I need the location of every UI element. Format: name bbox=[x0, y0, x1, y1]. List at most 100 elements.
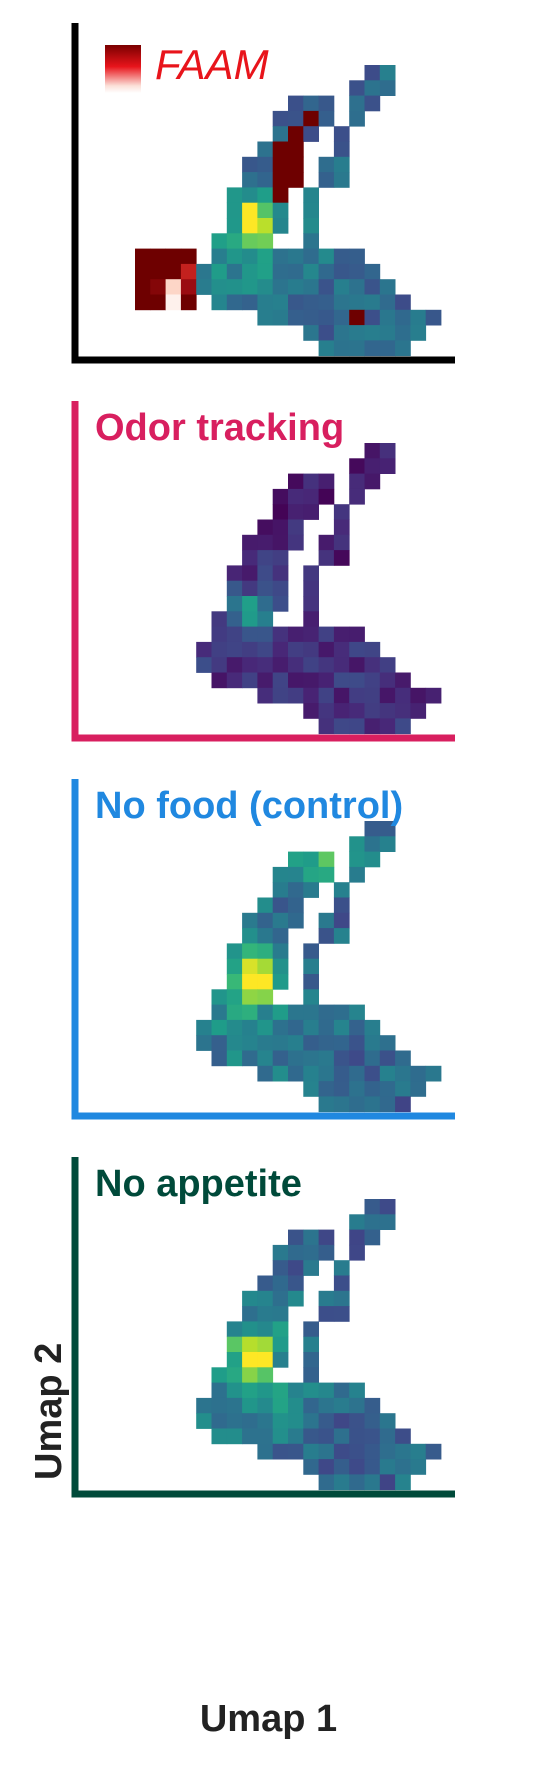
heatmap-cell bbox=[288, 1004, 304, 1021]
heatmap-cell bbox=[364, 718, 381, 735]
heatmap-cell bbox=[349, 80, 365, 96]
heatmap-cell bbox=[379, 279, 396, 295]
heatmap-cell bbox=[226, 1035, 243, 1051]
heatmap-cell bbox=[257, 1336, 274, 1353]
heatmap-cell bbox=[318, 866, 335, 883]
heatmap-cell bbox=[226, 1050, 243, 1067]
heatmap-cell bbox=[288, 1244, 304, 1261]
heatmap-cell bbox=[272, 519, 289, 536]
heatmap-cell bbox=[364, 80, 381, 96]
heatmap-cell bbox=[333, 325, 350, 341]
heatmap-cell bbox=[257, 1019, 274, 1036]
heatmap-cell bbox=[257, 1004, 274, 1021]
heatmap-cell bbox=[333, 1065, 350, 1082]
heatmap-cell bbox=[364, 279, 381, 295]
heatmap-cell bbox=[272, 110, 289, 127]
heatmap-cell bbox=[333, 1428, 350, 1445]
heatmap-cell bbox=[272, 580, 289, 597]
heatmap-cell bbox=[242, 233, 258, 249]
heatmap-cell bbox=[242, 1306, 258, 1322]
heatmap-cell bbox=[226, 596, 243, 612]
heatmap-cell bbox=[272, 187, 289, 204]
heatmap-cell bbox=[211, 1367, 228, 1383]
heatmap-cell bbox=[257, 248, 274, 265]
heatmap-odor-tracking bbox=[71, 401, 455, 742]
axis-lines bbox=[71, 779, 455, 1120]
heatmap-cell bbox=[379, 1050, 396, 1067]
heatmap-cell bbox=[333, 263, 350, 280]
heatmap-cell bbox=[196, 1035, 212, 1051]
heatmap-cell bbox=[318, 325, 335, 341]
heatmap-cell bbox=[242, 989, 258, 1005]
heatmap-cell bbox=[303, 1035, 319, 1051]
heatmap-cell bbox=[257, 294, 274, 311]
heatmap-cell bbox=[226, 989, 243, 1005]
heatmap-cell bbox=[257, 1382, 274, 1399]
heatmap-cell bbox=[288, 294, 304, 311]
heatmap-cell bbox=[272, 928, 289, 944]
heatmap-cell bbox=[333, 641, 350, 658]
heatmap-cell bbox=[318, 1428, 335, 1445]
heatmap-cell bbox=[333, 248, 350, 265]
heatmap-cell bbox=[288, 882, 304, 898]
heatmap-cell bbox=[242, 1035, 258, 1051]
heatmap-cell bbox=[303, 1081, 319, 1097]
heatmap-cell bbox=[303, 1382, 319, 1399]
heatmap-cell bbox=[333, 626, 350, 643]
heatmap-cell bbox=[333, 1397, 350, 1414]
heatmap-cell bbox=[379, 821, 396, 837]
heatmap-cell bbox=[333, 897, 350, 914]
heatmap-cell bbox=[211, 294, 228, 311]
heatmap-cell bbox=[303, 851, 319, 868]
heatmap-cell bbox=[257, 912, 274, 929]
heatmap-cell bbox=[349, 309, 365, 326]
heatmap-cell bbox=[425, 309, 442, 326]
heatmap-cell bbox=[211, 611, 228, 627]
axis-lines bbox=[71, 1157, 455, 1498]
heatmap-cell bbox=[257, 156, 274, 173]
heatmap-cell bbox=[333, 1035, 350, 1051]
heatmap-cell bbox=[318, 488, 335, 505]
heatmap-cell bbox=[257, 943, 274, 960]
heatmap-cell bbox=[303, 309, 319, 326]
heatmap-cell bbox=[349, 248, 365, 265]
heatmap-cell bbox=[242, 1321, 258, 1338]
heatmap-cell bbox=[288, 657, 304, 673]
heatmap-cell bbox=[333, 1275, 350, 1292]
heatmap-cell bbox=[196, 1413, 212, 1429]
heatmap-cell bbox=[288, 1065, 304, 1082]
heatmap-cell bbox=[395, 718, 411, 735]
heatmap-cell bbox=[349, 1413, 365, 1429]
heatmap-cell bbox=[364, 836, 381, 852]
heatmap-cell bbox=[425, 1443, 442, 1460]
heatmap-cell bbox=[349, 1019, 365, 1036]
heatmap-cell bbox=[333, 1004, 350, 1021]
heatmap-cell bbox=[303, 488, 319, 505]
heatmap-cell bbox=[318, 340, 335, 357]
heatmap-cell bbox=[226, 1413, 243, 1429]
heatmap-cell bbox=[165, 279, 182, 295]
heatmap-cell bbox=[242, 263, 258, 280]
heatmap-cell bbox=[318, 110, 335, 127]
heatmap-cell bbox=[364, 263, 381, 280]
heatmap-cell bbox=[395, 1050, 411, 1067]
heatmap-cell bbox=[257, 974, 274, 990]
heatmap-cell bbox=[395, 1459, 411, 1475]
heatmap-cell bbox=[288, 641, 304, 658]
heatmap-cell bbox=[333, 1260, 350, 1276]
heatmap-cell bbox=[318, 1443, 335, 1460]
heatmap-no-appetite bbox=[71, 1157, 455, 1498]
heatmap-cell bbox=[242, 1019, 258, 1036]
heatmap-cell bbox=[272, 974, 289, 990]
panel-faam: FAAM bbox=[60, 15, 520, 415]
heatmap-cell bbox=[349, 95, 365, 112]
heatmap-cell bbox=[288, 248, 304, 265]
heatmap-cell bbox=[272, 1352, 289, 1368]
heatmap-cell bbox=[318, 1474, 335, 1491]
heatmap-cell bbox=[349, 473, 365, 490]
heatmap-cell bbox=[272, 550, 289, 566]
heatmap-cell bbox=[257, 263, 274, 280]
heatmap-cell bbox=[226, 580, 243, 597]
heatmap-cell bbox=[257, 626, 274, 643]
heatmap-cell bbox=[425, 687, 442, 704]
